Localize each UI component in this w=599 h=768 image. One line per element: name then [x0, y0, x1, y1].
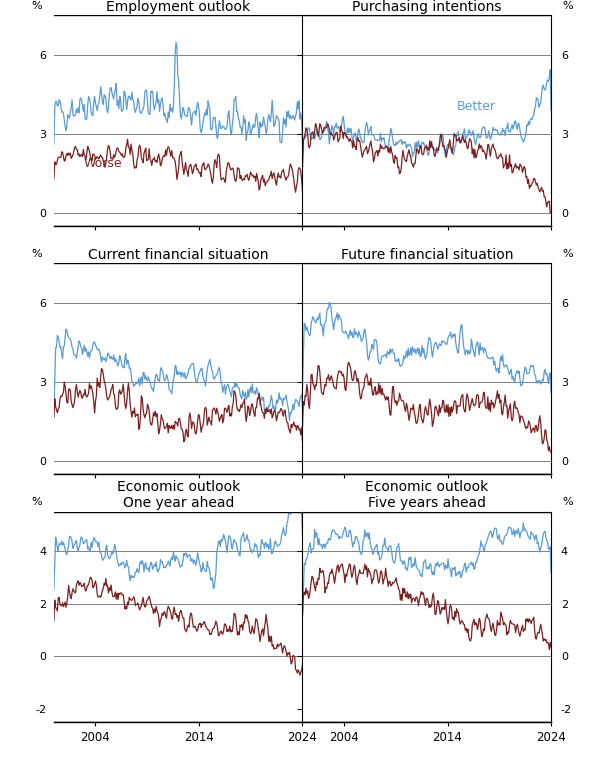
Text: %: %	[32, 498, 42, 508]
Title: Purchasing intentions: Purchasing intentions	[352, 0, 501, 14]
Text: Better: Better	[456, 100, 495, 113]
Text: %: %	[32, 2, 42, 12]
Text: Worse: Worse	[84, 157, 122, 170]
Title: Employment outlook: Employment outlook	[106, 0, 250, 14]
Title: Economic outlook
Five years ahead: Economic outlook Five years ahead	[365, 480, 488, 511]
Text: %: %	[563, 498, 573, 508]
Title: Economic outlook
One year ahead: Economic outlook One year ahead	[117, 480, 240, 511]
Title: Future financial situation: Future financial situation	[341, 248, 513, 263]
Text: %: %	[563, 2, 573, 12]
Text: %: %	[563, 250, 573, 260]
Text: %: %	[32, 250, 42, 260]
Title: Current financial situation: Current financial situation	[88, 248, 268, 263]
